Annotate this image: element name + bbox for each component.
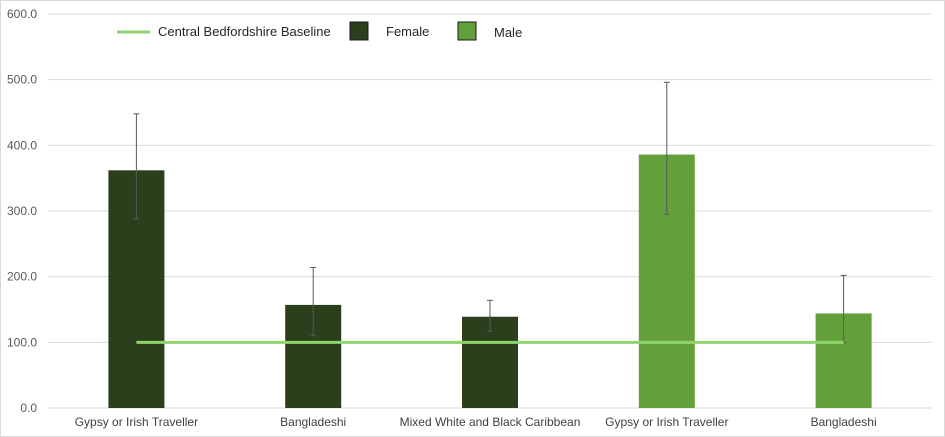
x-category-label: Gypsy or Irish Traveller bbox=[605, 415, 728, 429]
legend-female-label: Female bbox=[386, 24, 429, 39]
error-bars bbox=[133, 81, 847, 343]
y-tick-label: 500.0 bbox=[7, 73, 37, 87]
y-tick-label: 400.0 bbox=[7, 138, 37, 152]
y-tick-label: 100.0 bbox=[7, 335, 37, 349]
y-tick-label: 600.0 bbox=[7, 7, 37, 21]
y-tick-label: 200.0 bbox=[7, 270, 37, 284]
y-axis-ticks: 0.0 100.0 200.0 300.0 400.0 500.0 600.0 bbox=[7, 7, 37, 415]
legend: Central Bedfordshire Baseline Female Mal… bbox=[117, 21, 522, 41]
x-category-label: Mixed White and Black Caribbean bbox=[400, 415, 581, 429]
bars bbox=[108, 154, 872, 408]
x-axis-categories: Gypsy or Irish Traveller Bangladeshi Mixed… bbox=[75, 415, 877, 429]
bar-female bbox=[462, 316, 518, 408]
y-tick-label: 0.0 bbox=[20, 401, 37, 415]
legend-baseline-label: Central Bedfordshire Baseline bbox=[158, 24, 331, 39]
x-category-label: Bangladeshi bbox=[280, 415, 346, 429]
y-tick-label: 300.0 bbox=[7, 204, 37, 218]
legend-female-swatch bbox=[349, 21, 369, 41]
legend-male-label: Male bbox=[494, 25, 522, 40]
legend-male-swatch bbox=[457, 21, 477, 41]
x-category-label: Gypsy or Irish Traveller bbox=[75, 415, 198, 429]
x-category-label: Bangladeshi bbox=[811, 415, 877, 429]
